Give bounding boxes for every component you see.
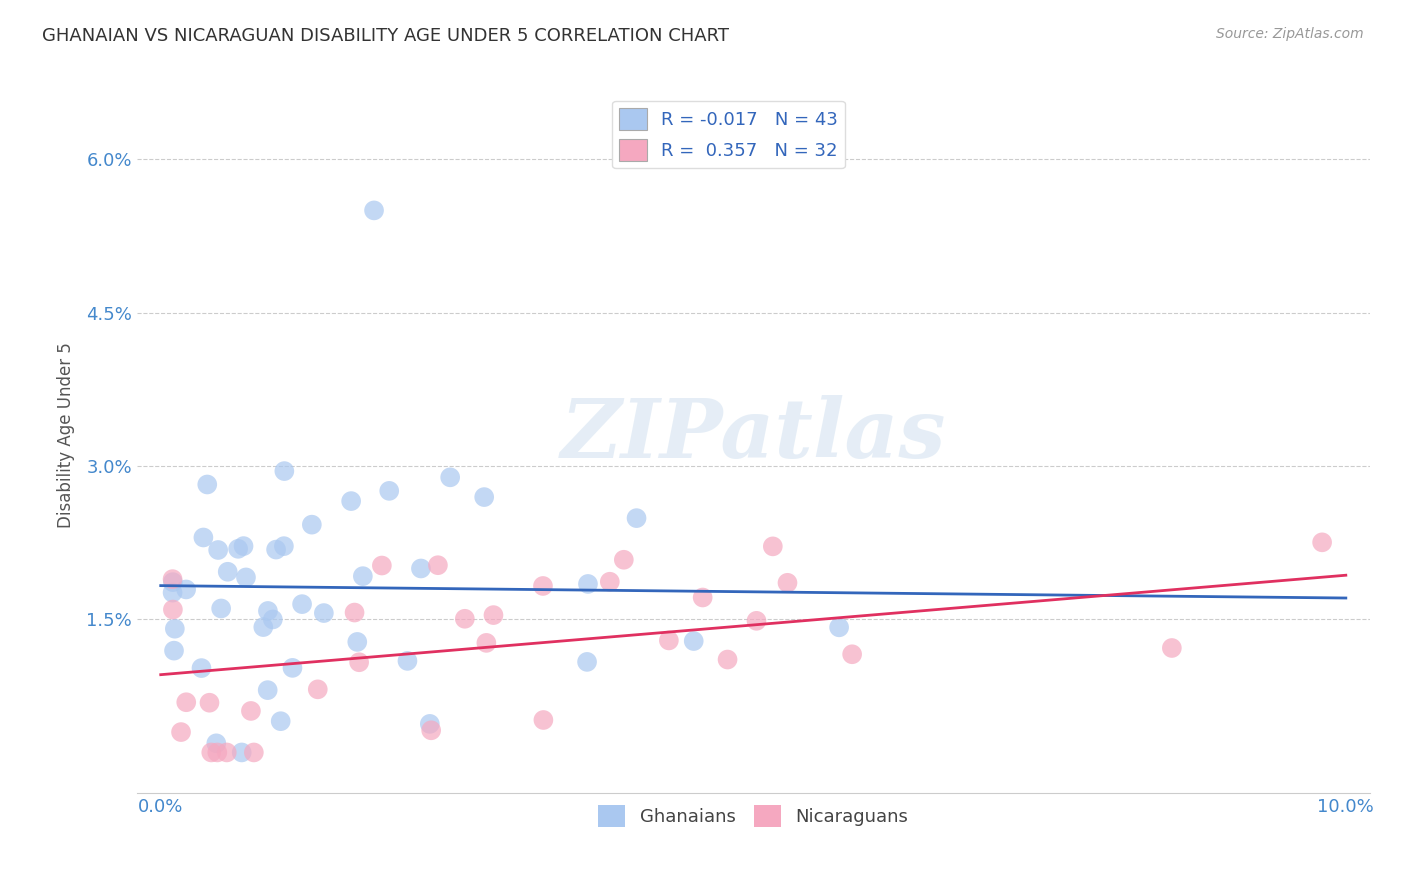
- Point: [576, 577, 599, 591]
- Point: [270, 714, 292, 729]
- Point: [232, 539, 254, 553]
- Point: [162, 602, 184, 616]
- Point: [190, 661, 212, 675]
- Point: [363, 203, 385, 218]
- Point: [658, 633, 681, 648]
- Point: [215, 746, 238, 760]
- Point: [343, 606, 366, 620]
- Point: [371, 558, 394, 573]
- Point: [163, 622, 186, 636]
- Point: [174, 582, 197, 597]
- Point: [301, 517, 323, 532]
- Point: [352, 569, 374, 583]
- Point: [281, 661, 304, 675]
- Point: [472, 490, 495, 504]
- Point: [682, 634, 704, 648]
- Point: [307, 682, 329, 697]
- Point: [347, 655, 370, 669]
- Point: [195, 477, 218, 491]
- Point: [162, 585, 184, 599]
- Point: [841, 647, 863, 661]
- Point: [231, 746, 253, 760]
- Point: [426, 558, 449, 573]
- Point: [209, 601, 232, 615]
- Point: [439, 470, 461, 484]
- Point: [217, 565, 239, 579]
- Point: [1310, 535, 1333, 549]
- Point: [257, 604, 280, 618]
- Point: [378, 483, 401, 498]
- Point: [163, 643, 186, 657]
- Point: [626, 511, 648, 525]
- Point: [762, 540, 785, 554]
- Point: [264, 542, 287, 557]
- Point: [531, 713, 554, 727]
- Point: [162, 575, 184, 590]
- Point: [475, 636, 498, 650]
- Legend: Ghanaians, Nicaraguans: Ghanaians, Nicaraguans: [591, 798, 915, 834]
- Point: [776, 575, 799, 590]
- Point: [193, 531, 215, 545]
- Point: [692, 591, 714, 605]
- Point: [396, 654, 419, 668]
- Point: [207, 746, 229, 760]
- Point: [454, 612, 477, 626]
- Point: [419, 717, 441, 731]
- Point: [239, 704, 262, 718]
- Point: [252, 620, 274, 634]
- Point: [409, 561, 432, 575]
- Point: [174, 695, 197, 709]
- Point: [235, 570, 257, 584]
- Point: [226, 541, 249, 556]
- Point: [420, 723, 443, 738]
- Point: [243, 746, 266, 760]
- Point: [205, 736, 228, 750]
- Point: [613, 553, 636, 567]
- Point: [531, 579, 554, 593]
- Point: [256, 683, 278, 698]
- Text: GHANAIAN VS NICARAGUAN DISABILITY AGE UNDER 5 CORRELATION CHART: GHANAIAN VS NICARAGUAN DISABILITY AGE UN…: [42, 27, 730, 45]
- Point: [599, 574, 621, 589]
- Point: [273, 464, 295, 478]
- Point: [576, 655, 599, 669]
- Point: [312, 606, 335, 620]
- Point: [346, 635, 368, 649]
- Text: Source: ZipAtlas.com: Source: ZipAtlas.com: [1216, 27, 1364, 41]
- Point: [482, 608, 505, 623]
- Y-axis label: Disability Age Under 5: Disability Age Under 5: [58, 343, 75, 528]
- Point: [340, 494, 363, 508]
- Point: [162, 572, 184, 586]
- Point: [207, 543, 229, 558]
- Point: [198, 696, 221, 710]
- Text: ZIPatlas: ZIPatlas: [561, 395, 946, 475]
- Point: [200, 746, 222, 760]
- Point: [828, 620, 851, 634]
- Point: [170, 725, 193, 739]
- Point: [291, 597, 314, 611]
- Point: [273, 539, 295, 553]
- Point: [1160, 640, 1182, 655]
- Point: [745, 614, 768, 628]
- Point: [716, 652, 738, 666]
- Point: [262, 612, 284, 626]
